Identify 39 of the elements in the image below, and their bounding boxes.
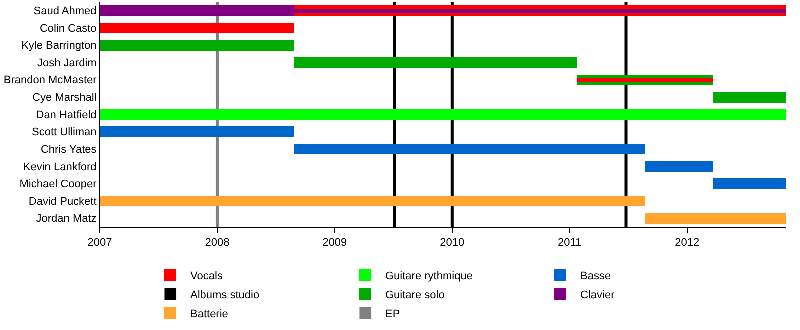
bar [577, 78, 713, 82]
y-tick-label: Scott Ulliman [32, 126, 97, 139]
x-tick-label: 2010 [440, 237, 465, 250]
legend-label: Guitare rythmique [386, 270, 473, 283]
x-tick-label: 2011 [558, 237, 582, 250]
bar [100, 196, 645, 206]
legend-label: Batterie [190, 308, 228, 321]
bar [100, 109, 786, 120]
y-tick-label: Brandon McMaster [4, 74, 98, 87]
y-tick-label: Dan Hatfield [36, 109, 97, 122]
y-tick-label: Kevin Lankford [23, 161, 97, 174]
bar [713, 178, 786, 189]
x-tick-label: 2007 [88, 237, 112, 250]
y-tick-label: Jordan Matz [36, 213, 97, 226]
legend-label: Albums studio [190, 290, 260, 302]
legend-label: EP [386, 308, 400, 321]
x-tick-label: 2012 [675, 237, 700, 250]
x-tick-label: 2008 [205, 237, 230, 250]
bar [713, 92, 786, 103]
legend-label: Clavier [580, 290, 616, 302]
bar [294, 57, 577, 68]
y-tick-label: Colin Casto [40, 22, 97, 35]
y-tick-label: Josh Jardim [38, 57, 97, 70]
legend-label: Basse [580, 270, 612, 283]
legend-label: Guitare solo [386, 290, 445, 302]
x-tick-label: 2009 [322, 237, 348, 250]
bar [294, 144, 645, 154]
bar [645, 161, 713, 172]
y-tick-label: Saud Ahmed [34, 6, 97, 18]
y-tick-label: Michael Cooper [20, 178, 98, 191]
bar [100, 23, 294, 33]
legend-label: Vocals [190, 270, 224, 283]
y-tick-label: Kyle Barrington [22, 40, 97, 52]
y-tick-label: Chris Yates [40, 144, 98, 156]
bar [100, 126, 294, 137]
y-tick-label: David Puckett [28, 196, 97, 208]
y-tick-label: Cye Marshall [32, 92, 97, 104]
bar [645, 213, 786, 224]
bar [100, 40, 294, 51]
